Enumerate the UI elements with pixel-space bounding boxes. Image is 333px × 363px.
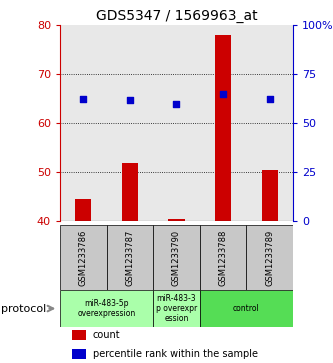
Text: count: count bbox=[93, 330, 120, 340]
Bar bbox=[153, 225, 200, 290]
Bar bbox=[153, 290, 200, 327]
Point bbox=[220, 91, 226, 97]
Bar bbox=[107, 225, 153, 290]
Text: protocol: protocol bbox=[1, 303, 47, 314]
Bar bbox=[200, 225, 246, 290]
Bar bbox=[246, 225, 293, 290]
Bar bbox=[122, 163, 138, 221]
Text: GSM1233788: GSM1233788 bbox=[218, 229, 228, 286]
Title: GDS5347 / 1569963_at: GDS5347 / 1569963_at bbox=[96, 9, 257, 23]
Bar bbox=[60, 290, 153, 327]
Bar bbox=[262, 170, 278, 221]
Point bbox=[267, 96, 272, 102]
Text: GSM1233787: GSM1233787 bbox=[125, 229, 135, 286]
Text: GSM1233786: GSM1233786 bbox=[79, 229, 88, 286]
Point bbox=[127, 97, 133, 103]
Bar bbox=[200, 290, 293, 327]
Point bbox=[174, 101, 179, 107]
Bar bbox=[72, 349, 86, 359]
Bar bbox=[60, 225, 107, 290]
Bar bbox=[215, 35, 231, 221]
Text: GSM1233790: GSM1233790 bbox=[172, 230, 181, 286]
Bar bbox=[168, 219, 184, 221]
Text: GSM1233789: GSM1233789 bbox=[265, 230, 274, 286]
Text: control: control bbox=[233, 304, 260, 313]
Text: miR-483-5p
overexpression: miR-483-5p overexpression bbox=[78, 299, 136, 318]
Text: percentile rank within the sample: percentile rank within the sample bbox=[93, 349, 257, 359]
Text: miR-483-3
p overexpr
ession: miR-483-3 p overexpr ession bbox=[156, 294, 197, 323]
Point bbox=[81, 96, 86, 102]
Bar bbox=[75, 199, 91, 221]
Bar bbox=[72, 330, 86, 340]
